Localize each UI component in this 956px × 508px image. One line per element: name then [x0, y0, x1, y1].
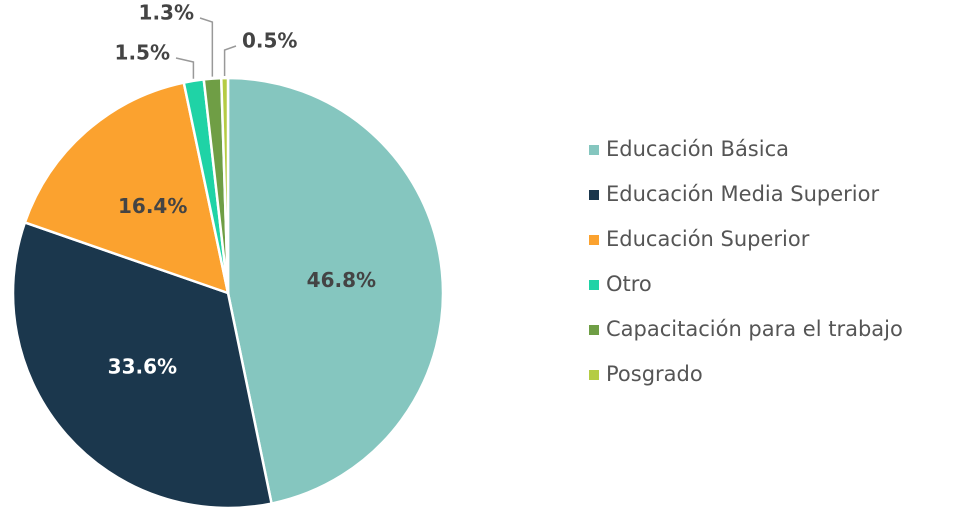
legend-swatch — [589, 235, 599, 245]
pie-slice — [23, 81, 230, 295]
leader-line — [223, 45, 237, 77]
slice-label: 46.8% — [307, 268, 376, 292]
pie-slice — [219, 76, 230, 294]
slice-label: 1.5% — [115, 41, 170, 65]
leader-line — [175, 57, 195, 79]
slice-label: 0.5% — [242, 29, 297, 53]
legend-label: Educación Básica — [606, 137, 789, 161]
legend-swatch — [589, 325, 599, 335]
pie-slice — [226, 76, 445, 506]
slice-label: 33.6% — [108, 355, 177, 379]
legend-label: Capacitación para el trabajo — [606, 317, 903, 341]
pie-slice — [11, 220, 274, 508]
legend-label: Otro — [606, 272, 652, 296]
leader-line — [199, 17, 214, 77]
legend-label: Posgrado — [606, 362, 703, 386]
legend-swatch — [589, 280, 599, 290]
legend-label: Educación Media Superior — [606, 182, 879, 206]
legend-label: Educación Superior — [606, 227, 810, 251]
legend-swatch — [589, 370, 599, 380]
slice-label: 16.4% — [118, 194, 187, 218]
slice-label: 1.3% — [139, 1, 194, 25]
legend-swatch — [589, 190, 599, 200]
legend-swatch — [589, 145, 599, 155]
